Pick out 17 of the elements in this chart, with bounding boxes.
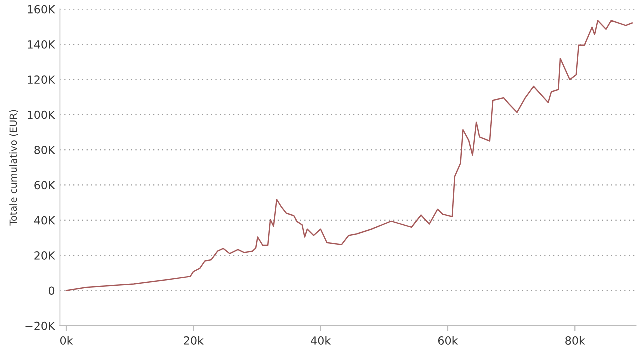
y-tick-label: −20K [26, 322, 56, 330]
y-tick-label: 40K [34, 216, 56, 225]
x-tick-label: 40k [311, 336, 332, 345]
y-tick-label: 100K [28, 110, 56, 120]
y-tick-label: 80K [34, 146, 56, 154]
x-tick-label: 60k [438, 336, 458, 345]
y-tick-label: 20K [34, 252, 56, 260]
y-axis-title: Totale cumulativo (EUR) [10, 110, 18, 226]
y-tick-label: 160K [28, 5, 56, 14]
x-tick-label: 0k [60, 336, 74, 345]
x-tick-label: 80k [566, 336, 586, 345]
x-tick-label: 20k [184, 336, 204, 345]
y-tick-label: 60K [34, 181, 56, 190]
y-tick-label: 140K [28, 40, 56, 49]
y-tick-label: 0 [48, 286, 55, 296]
line-series [66, 20, 633, 292]
y-tick-label: 120K [28, 76, 56, 84]
